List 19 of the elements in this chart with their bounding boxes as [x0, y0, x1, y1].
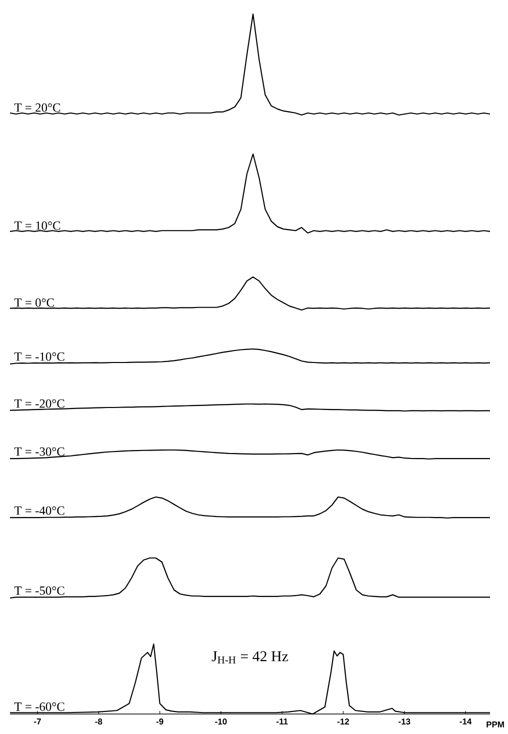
- series-label: T = -50°C: [14, 586, 64, 595]
- x-tick-label: -9: [156, 718, 164, 725]
- series-label: T = -10°C: [14, 352, 64, 361]
- x-tick-label: -10: [215, 718, 227, 725]
- x-tick-label: -12: [337, 718, 350, 724]
- series-label: T = -40°C: [14, 506, 64, 515]
- x-tick-label: -7: [34, 718, 41, 724]
- series-label: T = -30°C: [14, 447, 64, 456]
- series-label: T = -20°C: [14, 399, 64, 408]
- x-axis-title: PPM: [486, 722, 504, 728]
- x-tick-label: -11: [276, 718, 288, 724]
- annotation: J$_{H-H}$ = 42 Hz: [212, 651, 288, 664]
- x-tick-label: -14: [460, 718, 472, 724]
- series-label: T = 10°C: [14, 221, 60, 230]
- series-label: T = 20°C: [14, 103, 60, 112]
- series-label: T = -60°C: [14, 702, 64, 711]
- x-tick-label: -13: [398, 718, 410, 725]
- series-label: T = 0°C: [14, 298, 54, 307]
- x-tick-label: -8: [95, 718, 102, 725]
